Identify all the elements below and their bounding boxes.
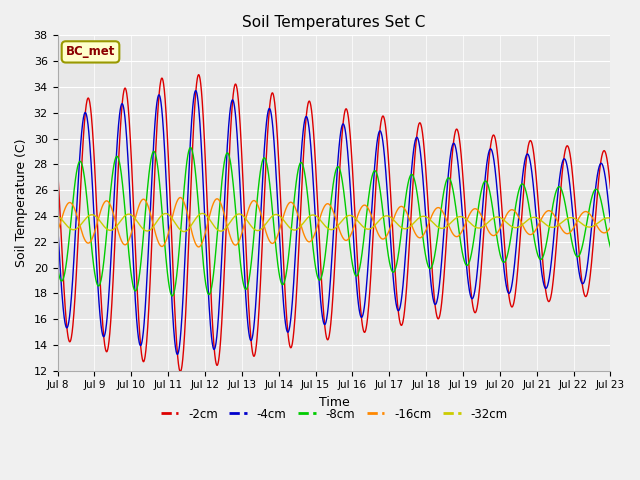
Y-axis label: Soil Temperature (C): Soil Temperature (C) [15, 139, 28, 267]
Text: BC_met: BC_met [66, 46, 115, 59]
X-axis label: Time: Time [319, 396, 349, 409]
Title: Soil Temperatures Set C: Soil Temperatures Set C [243, 15, 426, 30]
Legend: -2cm, -4cm, -8cm, -16cm, -32cm: -2cm, -4cm, -8cm, -16cm, -32cm [156, 403, 512, 425]
